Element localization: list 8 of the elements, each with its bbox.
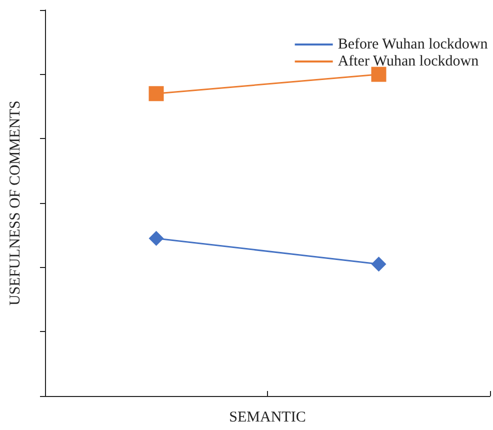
x-axis-title: SEMANTIC (229, 410, 306, 426)
point (371, 66, 386, 82)
y-axis-title: USEFULNESS OF COMMENTS (8, 100, 24, 306)
point (148, 86, 164, 102)
legend-label: After Wuhan lockdown (338, 54, 480, 70)
point (148, 230, 164, 246)
legend-label: Before Wuhan lockdown (338, 36, 488, 52)
point (371, 256, 386, 272)
